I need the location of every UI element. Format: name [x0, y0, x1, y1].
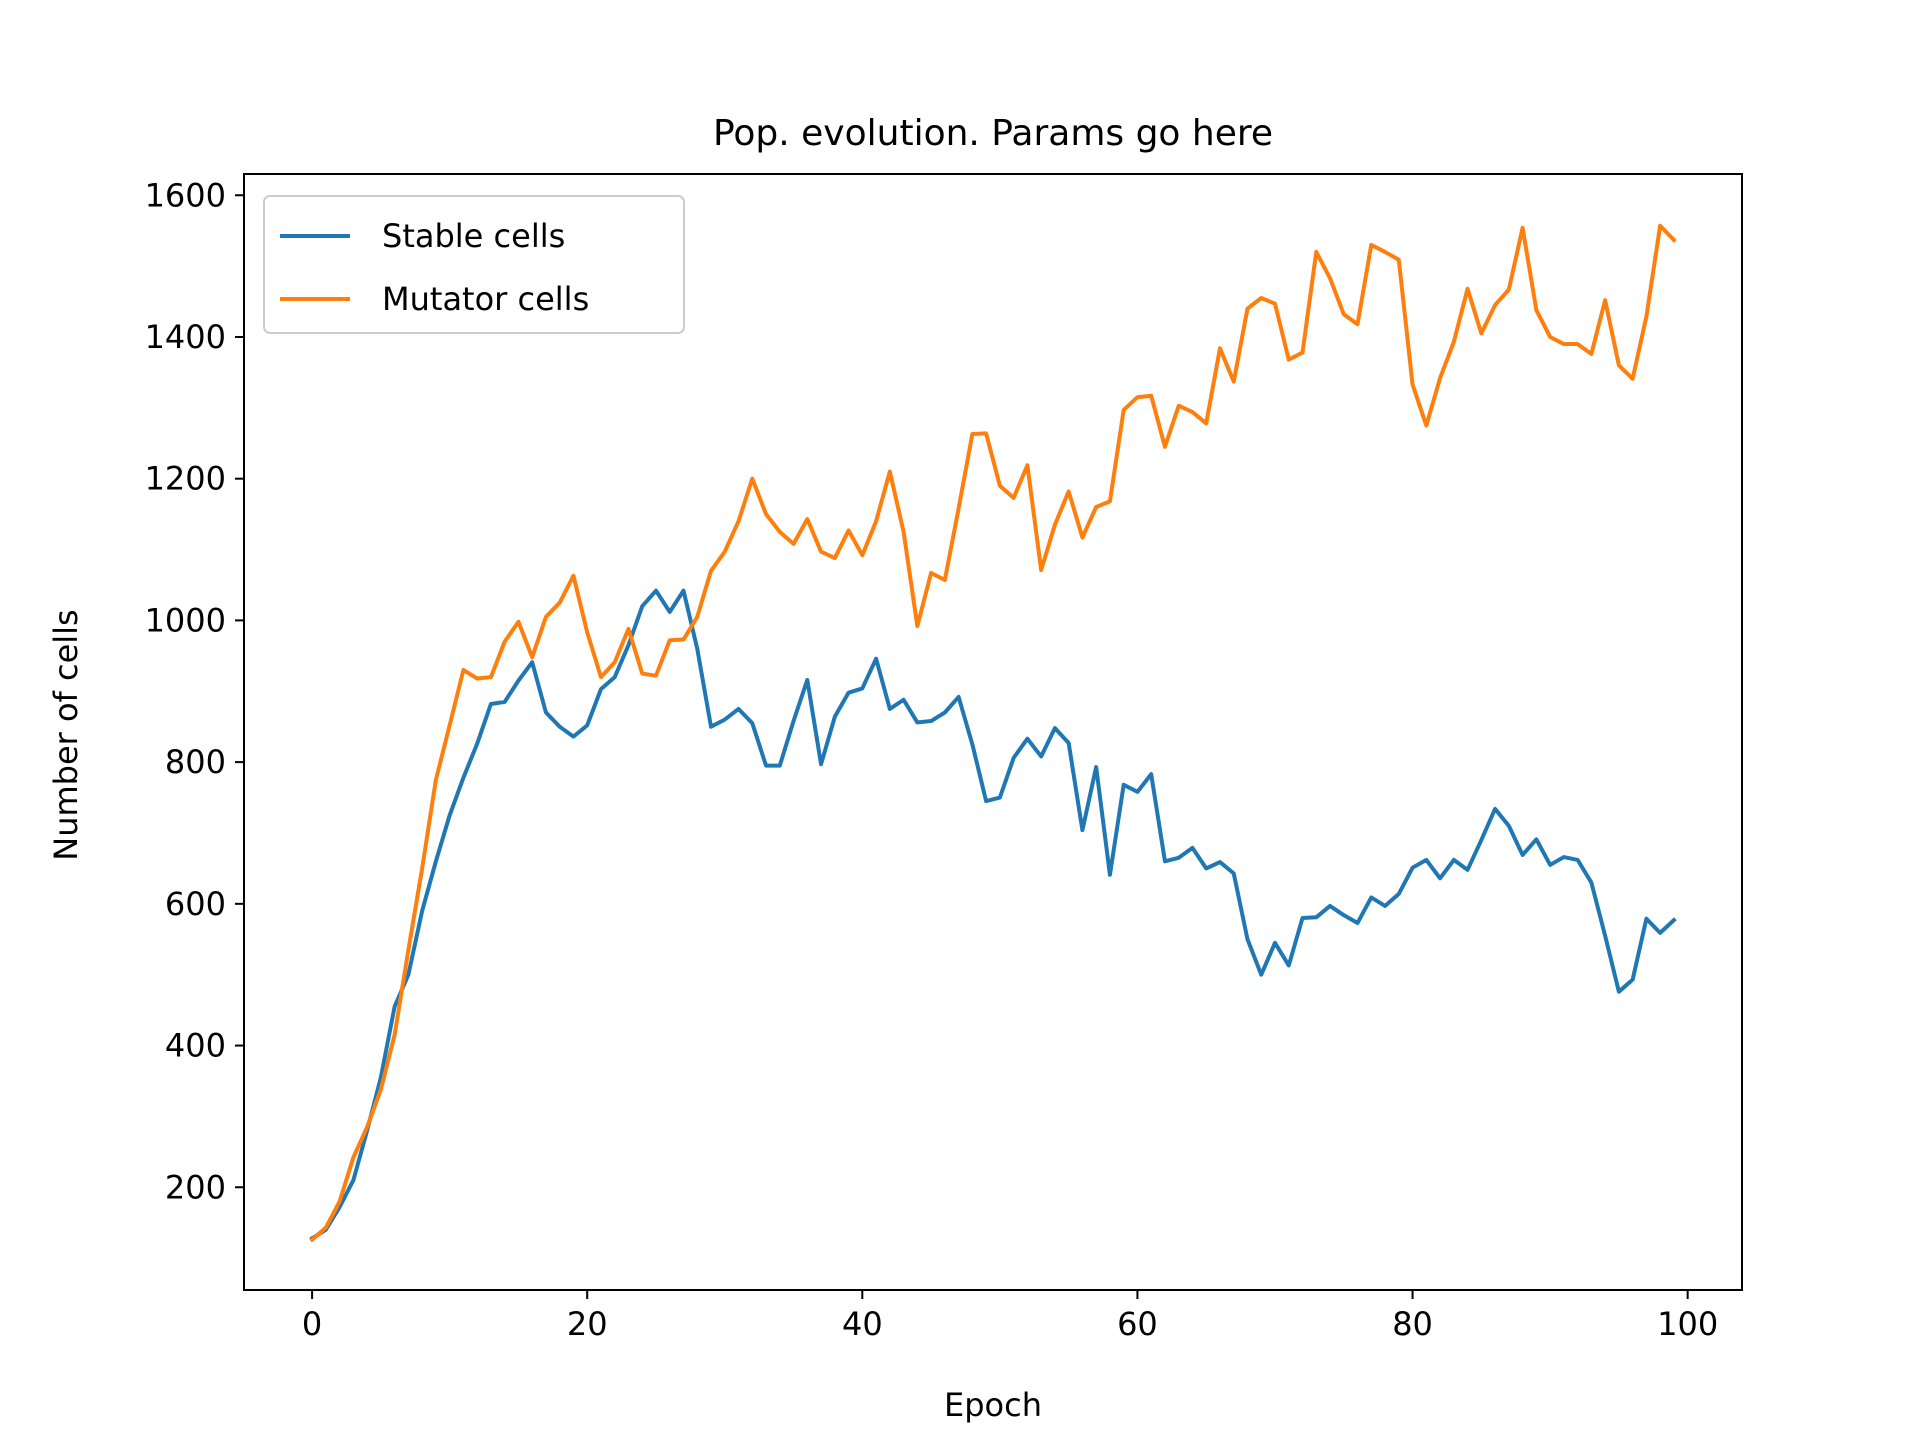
y-tick-label: 600 [165, 885, 226, 923]
y-tick-label: 1400 [145, 318, 226, 356]
legend-label-2: Mutator cells [382, 280, 589, 318]
series-line-2 [309, 223, 1677, 1243]
x-tick-label: 100 [1657, 1305, 1718, 1343]
axes-frame [243, 173, 1743, 1291]
x-axis-label: Epoch [944, 1386, 1042, 1424]
legend-label-1: Stable cells [382, 217, 565, 255]
plot-area [309, 223, 1677, 1243]
y-tick-label: 1200 [145, 460, 226, 498]
y-tick-label: 1000 [145, 601, 226, 639]
x-tick-label: 40 [842, 1305, 883, 1343]
y-tick-label: 200 [165, 1168, 226, 1206]
series-line-1 [309, 588, 1677, 1242]
y-tick-label: 400 [165, 1027, 226, 1065]
y-tick-label: 1600 [145, 176, 226, 214]
chart-title: Pop. evolution. Params go here [713, 113, 1273, 154]
x-tick-label: 20 [567, 1305, 608, 1343]
legend-box [263, 195, 685, 334]
x-tick-label: 0 [302, 1305, 322, 1343]
x-tick-label: 60 [1117, 1305, 1158, 1343]
legend: Stable cells Mutator cells [263, 195, 685, 334]
x-tick-label: 80 [1392, 1305, 1433, 1343]
axes: 0 20 40 60 80 100 200 400 600 800 1000 1200 1400 1600 [145, 173, 1743, 1343]
y-axis-label: Number of cells [47, 609, 85, 860]
y-tick-label: 800 [165, 743, 226, 781]
